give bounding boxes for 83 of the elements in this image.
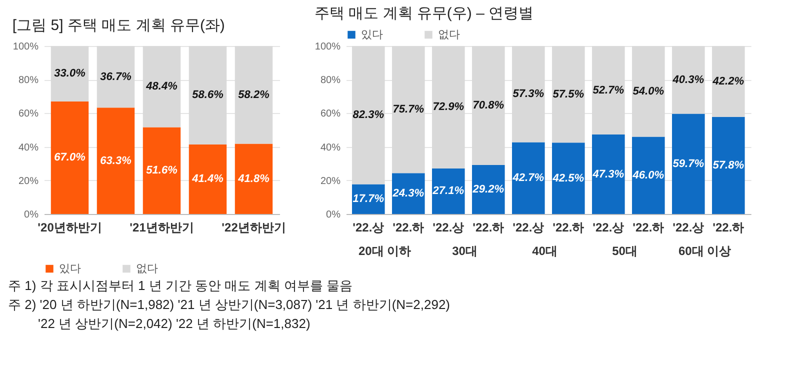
y-tick-label: 40% — [320, 142, 341, 154]
data-label: 54.0% — [632, 85, 664, 98]
data-label: 41.4% — [191, 173, 224, 186]
text: '22 년 상반기(N=2,042) '22 년 하반기(N=1,832) — [37, 315, 312, 333]
data-label: 57.5% — [552, 88, 584, 100]
data-label: 57.3% — [512, 88, 544, 100]
data-label: 41.8% — [237, 172, 270, 185]
x-tick-label: '22.상 — [512, 220, 544, 234]
bar — [142, 127, 181, 214]
legend-label: 있다 — [361, 28, 383, 41]
y-tick-label: 100% — [12, 42, 39, 52]
data-label: 75.7% — [392, 104, 424, 116]
bar — [472, 164, 505, 214]
y-tick-label: 40% — [18, 142, 39, 154]
data-label: 48.4% — [145, 80, 178, 93]
x-tick-label: '22.상 — [352, 220, 384, 234]
data-label: 59.7% — [672, 158, 704, 170]
bar — [712, 116, 745, 214]
text: 50대 — [612, 244, 638, 258]
data-label: 33.0% — [54, 68, 86, 80]
data-label: 58.2% — [238, 88, 270, 101]
bar — [592, 134, 625, 214]
data-label: 29.2% — [472, 183, 504, 196]
y-tick-label: 60% — [320, 108, 341, 120]
data-label: 72.9% — [432, 101, 464, 114]
data-label: 42.7% — [512, 172, 544, 184]
y-tick-label: 80% — [18, 75, 39, 86]
text: 30대 — [452, 244, 478, 258]
legend-label: 있다 — [59, 262, 81, 275]
data-label: 17.7% — [352, 193, 384, 206]
text: 60대 이상 — [678, 244, 732, 258]
data-label: 58.6% — [192, 89, 224, 102]
bar — [50, 101, 89, 214]
data-label: 42.2% — [712, 75, 744, 88]
data-label: 40.3% — [672, 74, 704, 86]
x-tick-label: '22.상 — [592, 220, 624, 234]
x-tick-label: '21년하반기 — [130, 220, 194, 234]
data-label: 51.6% — [146, 164, 178, 177]
data-label: 36.7% — [100, 70, 132, 83]
text: 주 1) 각 표시시점부터 1 년 기간 동안 매도 계획 여부를 물음 — [8, 277, 354, 295]
x-tick-label: '22.하 — [472, 220, 504, 234]
data-label: 46.0% — [632, 169, 664, 182]
data-label: 24.3% — [392, 188, 424, 200]
x-tick-label: '22.하 — [632, 220, 664, 234]
bar — [96, 108, 135, 214]
x-tick-label: '22년하반기 — [222, 220, 286, 234]
legend-label: 없다 — [438, 28, 460, 41]
data-label: 82.3% — [352, 109, 384, 122]
text: 주 2) '20 년 하반기(N=1,982) '21 년 상반기(N=3,087) '21 년 하반기(N=2,292) — [8, 296, 452, 314]
y-tick-label: 100% — [314, 42, 341, 52]
data-label: 70.8% — [472, 99, 504, 112]
data-label: 57.8% — [712, 159, 744, 172]
y-tick-label: 60% — [18, 108, 39, 120]
bar — [432, 168, 465, 214]
x-tick-label: '22.하 — [392, 220, 424, 234]
legend-label: 없다 — [136, 262, 158, 275]
text: 40대 — [532, 244, 558, 258]
x-tick-label: '22.하 — [552, 220, 584, 234]
bar — [234, 144, 273, 214]
bar — [632, 136, 665, 214]
y-tick-label: 0% — [24, 210, 39, 220]
bar — [552, 142, 585, 214]
x-tick-label: '22.상 — [672, 220, 704, 234]
chart-title: [그림 5] 주택 매도 계획 유무(좌) — [12, 17, 225, 34]
data-label: 63.3% — [100, 154, 132, 167]
bar — [392, 173, 425, 214]
chart-title: 주택 매도 계획 유무(우) – 연령별 — [314, 5, 534, 22]
data-label: 67.0% — [54, 152, 86, 164]
x-tick-label: '22.상 — [432, 220, 464, 234]
data-label: 52.7% — [592, 84, 624, 96]
bar — [672, 114, 705, 214]
y-tick-label: 80% — [320, 75, 341, 86]
data-label: 47.3% — [592, 168, 624, 180]
x-tick-label: '22.하 — [712, 220, 744, 234]
y-tick-label: 20% — [18, 176, 39, 187]
bar — [188, 144, 227, 214]
y-tick-label: 20% — [320, 176, 341, 187]
x-tick-label: '20년하반기 — [38, 220, 102, 234]
data-label: 42.5% — [552, 172, 584, 184]
data-label: 27.1% — [432, 185, 464, 198]
bar — [512, 142, 545, 214]
y-tick-label: 0% — [326, 210, 341, 220]
text: 20대 이하 — [358, 244, 412, 258]
